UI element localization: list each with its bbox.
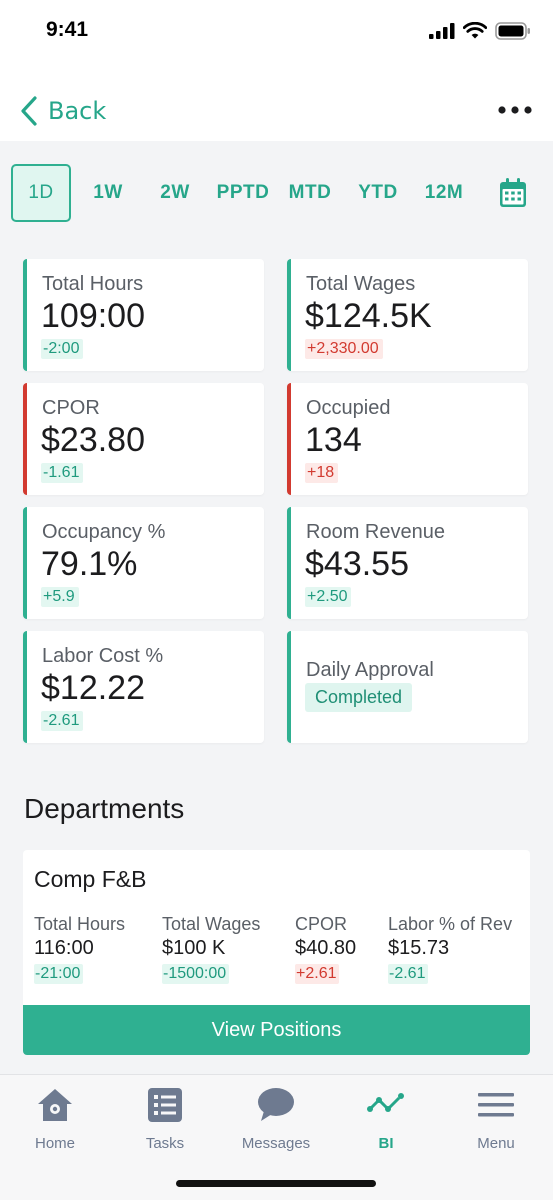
kpi-value: $124.5K [305, 297, 432, 335]
battery-icon [495, 22, 530, 40]
tab-messages[interactable]: Messages [221, 1085, 331, 1152]
more-options-icon[interactable] [497, 100, 533, 120]
bi-line-chart-icon [367, 1093, 404, 1112]
dept-metric-labor-rev: Labor % of Rev $15.73 -2.61 [388, 914, 512, 984]
metric-delta: -1500:00 [162, 964, 230, 984]
kpi-value: $12.22 [41, 669, 145, 707]
department-card: Comp F&B Total Hours 116:00 -21:00 Total… [23, 850, 530, 1055]
departments-heading: Departments [24, 793, 185, 824]
kpi-card-occupancy[interactable]: Occupancy % 79.1% +5.9 [23, 507, 264, 619]
kpi-title: Labor Cost % [42, 645, 164, 667]
kpi-card-room-revenue[interactable]: Room Revenue $43.55 +2.50 [287, 507, 528, 619]
metric-value: $15.73 [388, 937, 450, 959]
wifi-icon [463, 22, 487, 39]
kpi-card-occupied[interactable]: Occupied 134 +18 [287, 383, 528, 495]
kpi-title: Room Revenue [306, 521, 445, 543]
back-button[interactable]: Back [20, 96, 106, 126]
kpi-delta: -2:00 [41, 339, 84, 359]
dept-metric-total-hours: Total Hours 116:00 -21:00 [34, 914, 125, 984]
metric-label: Total Hours [34, 914, 126, 934]
metric-label: Labor % of Rev [388, 914, 513, 934]
kpi-card-cpor[interactable]: CPOR $23.80 -1.61 [23, 383, 264, 495]
kpi-value: 109:00 [41, 297, 145, 335]
kpi-delta: +18 [305, 463, 339, 483]
status-icons [429, 22, 531, 40]
metric-label: Total Wages [162, 914, 261, 934]
tab-bi[interactable]: BI [331, 1085, 441, 1152]
kpi-card-total-hours[interactable]: Total Hours 109:00 -2:00 [23, 259, 264, 371]
kpi-value: 134 [305, 421, 362, 459]
period-selector: 1D 1W 2W PPTD MTD YTD 12M [0, 141, 553, 241]
tab-menu[interactable]: Menu [441, 1085, 551, 1152]
navigation-bar: Back [0, 64, 553, 141]
status-time: 9:41 [46, 18, 89, 41]
period-tab-ytd[interactable]: YTD [358, 182, 398, 203]
chat-bubble-icon [258, 1088, 294, 1121]
period-tab-1w[interactable]: 1W [93, 182, 123, 203]
kpi-card-daily-approval[interactable]: Daily Approval Completed [287, 631, 528, 743]
approval-status-badge: Completed [305, 683, 413, 712]
kpi-card-total-wages[interactable]: Total Wages $124.5K +2,330.00 [287, 259, 528, 371]
tab-home[interactable]: Home [0, 1085, 110, 1152]
kpi-title: Total Wages [306, 273, 416, 295]
metric-value: $100 K [162, 937, 226, 959]
metric-delta: -21:00 [34, 964, 84, 984]
cellular-signal-icon [429, 23, 455, 39]
bottom-tab-bar: Home Tasks Messages BI [0, 1074, 553, 1200]
tab-label: Tasks [145, 1135, 185, 1152]
tab-tasks[interactable]: Tasks [110, 1085, 220, 1152]
dept-metric-total-wages: Total Wages $100 K -1500:00 [162, 914, 260, 984]
metric-value: 116:00 [34, 937, 94, 959]
kpi-value: $43.55 [305, 545, 409, 583]
period-tab-mtd[interactable]: MTD [288, 182, 332, 203]
metric-label: CPOR [295, 914, 348, 934]
hamburger-menu-icon [478, 1093, 514, 1117]
kpi-delta: +2,330.00 [305, 339, 383, 359]
metric-value: $40.80 [295, 937, 357, 959]
chevron-left-icon [21, 96, 37, 126]
period-tab-pptd[interactable]: PPTD [216, 182, 270, 203]
kpi-delta: -1.61 [41, 463, 84, 483]
kpi-delta: +5.9 [41, 587, 79, 607]
home-icon [38, 1089, 72, 1121]
tab-label: Messages [241, 1135, 311, 1152]
metric-delta: +2.61 [295, 964, 340, 984]
period-tab-2w[interactable]: 2W [160, 182, 190, 203]
dept-metric-cpor: CPOR $40.80 +2.61 [295, 914, 356, 984]
tab-label: Menu [477, 1135, 515, 1152]
period-tab-1d[interactable]: 1D [11, 164, 71, 222]
kpi-value: $23.80 [41, 421, 145, 459]
kpi-title: Total Hours [42, 273, 144, 295]
tasks-list-icon [148, 1088, 182, 1122]
kpi-delta: +2.50 [305, 587, 352, 607]
kpi-delta: -2.61 [41, 711, 84, 731]
back-label: Back [48, 97, 107, 125]
kpi-title: Occupied [306, 397, 391, 419]
calendar-icon[interactable] [498, 177, 528, 209]
kpi-title: Daily Approval [306, 659, 434, 681]
tab-label: BI [378, 1135, 394, 1152]
status-bar: 9:41 [0, 0, 553, 64]
metric-delta: -2.61 [388, 964, 429, 984]
period-tab-12m[interactable]: 12M [424, 182, 464, 203]
kpi-title: CPOR [42, 397, 100, 419]
view-positions-button[interactable]: View Positions [23, 1005, 530, 1055]
kpi-value: 79.1% [41, 545, 138, 583]
tab-label: Home [34, 1135, 75, 1152]
kpi-title: Occupancy % [42, 521, 166, 543]
home-indicator [176, 1180, 376, 1187]
department-name: Comp F&B [34, 866, 147, 892]
kpi-card-labor-cost[interactable]: Labor Cost % $12.22 -2.61 [23, 631, 264, 743]
